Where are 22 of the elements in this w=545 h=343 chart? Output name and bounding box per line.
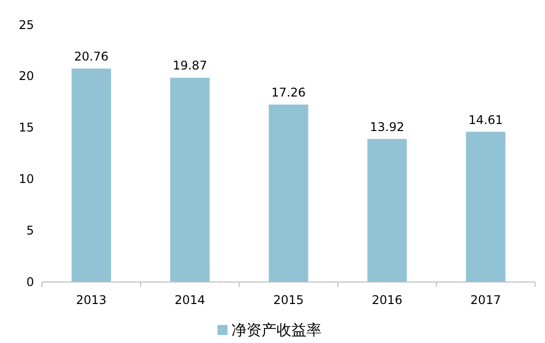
x-tick-label: 2015	[273, 293, 304, 307]
bar	[268, 104, 308, 282]
y-tick-label: 15	[18, 120, 34, 135]
bar	[72, 68, 112, 282]
y-tick-label: 0	[26, 274, 34, 289]
bar	[466, 132, 506, 282]
legend-label: 净资产收益率	[232, 321, 322, 339]
data-label: 13.92	[370, 120, 404, 134]
data-label: 20.76	[74, 50, 108, 64]
data-label: 14.61	[468, 112, 503, 127]
bar	[170, 78, 210, 282]
y-tick-label: 10	[18, 172, 34, 186]
y-tick-label: 25	[18, 18, 34, 32]
x-tick-label: 2014	[174, 293, 206, 307]
y-tick-label: 5	[26, 223, 34, 238]
x-tick-label: 2013	[76, 293, 107, 307]
bar	[367, 138, 407, 282]
x-tick-label: 2017	[470, 293, 501, 307]
x-tick-label: 2016	[372, 293, 402, 307]
data-label: 17.26	[271, 86, 306, 100]
y-tick-label: 20	[18, 69, 34, 84]
data-label: 19.87	[172, 58, 208, 73]
